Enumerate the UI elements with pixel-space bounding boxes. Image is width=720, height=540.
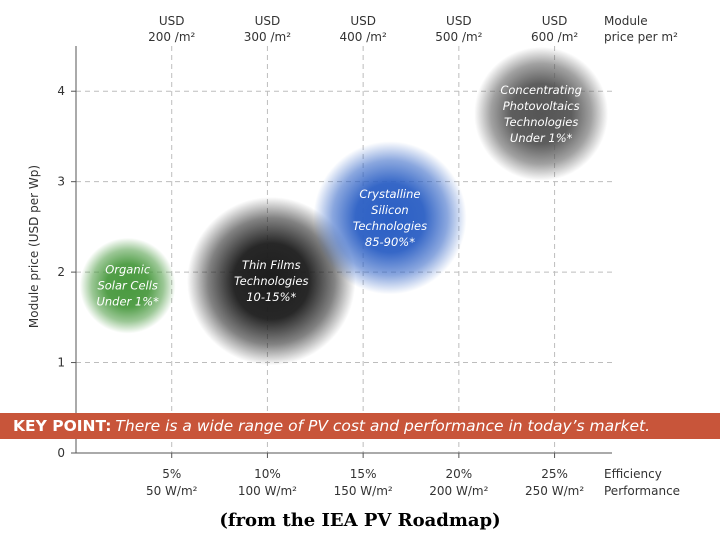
bottom-tick-label-line1: 20% bbox=[446, 467, 473, 481]
top-tick-label-line2: 300 /m² bbox=[244, 30, 291, 44]
bubble-label-line: 10-15%* bbox=[246, 290, 296, 304]
y-tick-label: 3 bbox=[57, 175, 65, 189]
y-axis-title: Module price (USD per Wp) bbox=[27, 165, 41, 328]
bottom-tick-label-line2: 200 W/m² bbox=[429, 484, 488, 498]
key-point-banner: KEY POINT: There is a wide range of PV co… bbox=[0, 413, 720, 439]
top-tick-label-line2: 600 /m² bbox=[531, 30, 578, 44]
bubble-label-line: Photovoltaics bbox=[503, 99, 580, 113]
top-tick-label-line2: 500 /m² bbox=[435, 30, 482, 44]
bottom-tick-label-line2: 150 W/m² bbox=[334, 484, 393, 498]
axis-labels: 0 1 2 3 4 USD 200 /m² USD 300 /m² USD 400 /m² USD 50… bbox=[27, 14, 680, 498]
bottom-tick-label-line1: 10% bbox=[254, 467, 281, 481]
bottom-tick-label-line1: 25% bbox=[541, 467, 568, 481]
bubble-label-line: Solar Cells bbox=[97, 279, 157, 293]
key-point-label: KEY POINT: bbox=[13, 417, 112, 435]
bubble-label-line: Crystalline bbox=[359, 187, 420, 201]
top-tick-label-line2: 200 /m² bbox=[148, 30, 195, 44]
bottom-tick-label-line1: 15% bbox=[350, 467, 377, 481]
y-tick-label: 0 bbox=[57, 446, 65, 460]
y-tick-label: 1 bbox=[57, 356, 65, 370]
bottom-axis-title-line1: Efficiency bbox=[604, 467, 662, 481]
top-tick-label-line1: USD bbox=[542, 14, 568, 28]
top-tick-label-line1: USD bbox=[446, 14, 472, 28]
top-tick-label-line1: USD bbox=[159, 14, 185, 28]
bottom-tick-label-line2: 50 W/m² bbox=[146, 484, 198, 498]
bottom-axis-title-line2: Performance bbox=[604, 484, 680, 498]
bubble-label-line: Under 1%* bbox=[510, 131, 573, 145]
bubble-label-line: Technologies bbox=[234, 274, 308, 288]
bottom-tick-label-line1: 5% bbox=[162, 467, 181, 481]
y-tick-label: 2 bbox=[57, 265, 65, 279]
bubble-label-line: Thin Films bbox=[242, 258, 301, 272]
bubble-thin-films-technologies bbox=[187, 196, 356, 366]
key-point-text: There is a wide range of PV cost and per… bbox=[115, 417, 651, 435]
bottom-tick-label-line2: 250 W/m² bbox=[525, 484, 584, 498]
bubble-label-line: 85-90%* bbox=[365, 235, 415, 249]
bubble-label-line: Technologies bbox=[504, 115, 578, 129]
bubble-label-line: Technologies bbox=[353, 219, 427, 233]
top-tick-label-line1: USD bbox=[350, 14, 376, 28]
bubble-label-line: Concentrating bbox=[500, 83, 582, 97]
figure-caption: (from the IEA PV Roadmap) bbox=[219, 510, 501, 531]
top-axis-title-line1: Module bbox=[604, 14, 648, 28]
bubbles: Organic Solar Cells Under 1%* Thin Films Tec… bbox=[79, 46, 609, 366]
axes bbox=[71, 46, 612, 458]
top-tick-label-line1: USD bbox=[255, 14, 281, 28]
top-tick-label-line2: 400 /m² bbox=[340, 30, 387, 44]
grid-lines bbox=[76, 46, 612, 453]
bubble-label-line: Organic bbox=[105, 263, 151, 277]
bubble-label-line: Under 1%* bbox=[96, 295, 159, 309]
y-tick-label: 4 bbox=[57, 84, 65, 98]
bubble-label-line: Silicon bbox=[371, 203, 409, 217]
bottom-tick-label-line2: 100 W/m² bbox=[238, 484, 297, 498]
bubble-crystalline-silicon-technologies bbox=[313, 141, 467, 295]
bubble-organic-solar-cells bbox=[79, 237, 176, 334]
bubble-concentrating-photovoltaics-technologies bbox=[474, 46, 609, 181]
top-axis-title-line2: price per m² bbox=[604, 30, 678, 44]
